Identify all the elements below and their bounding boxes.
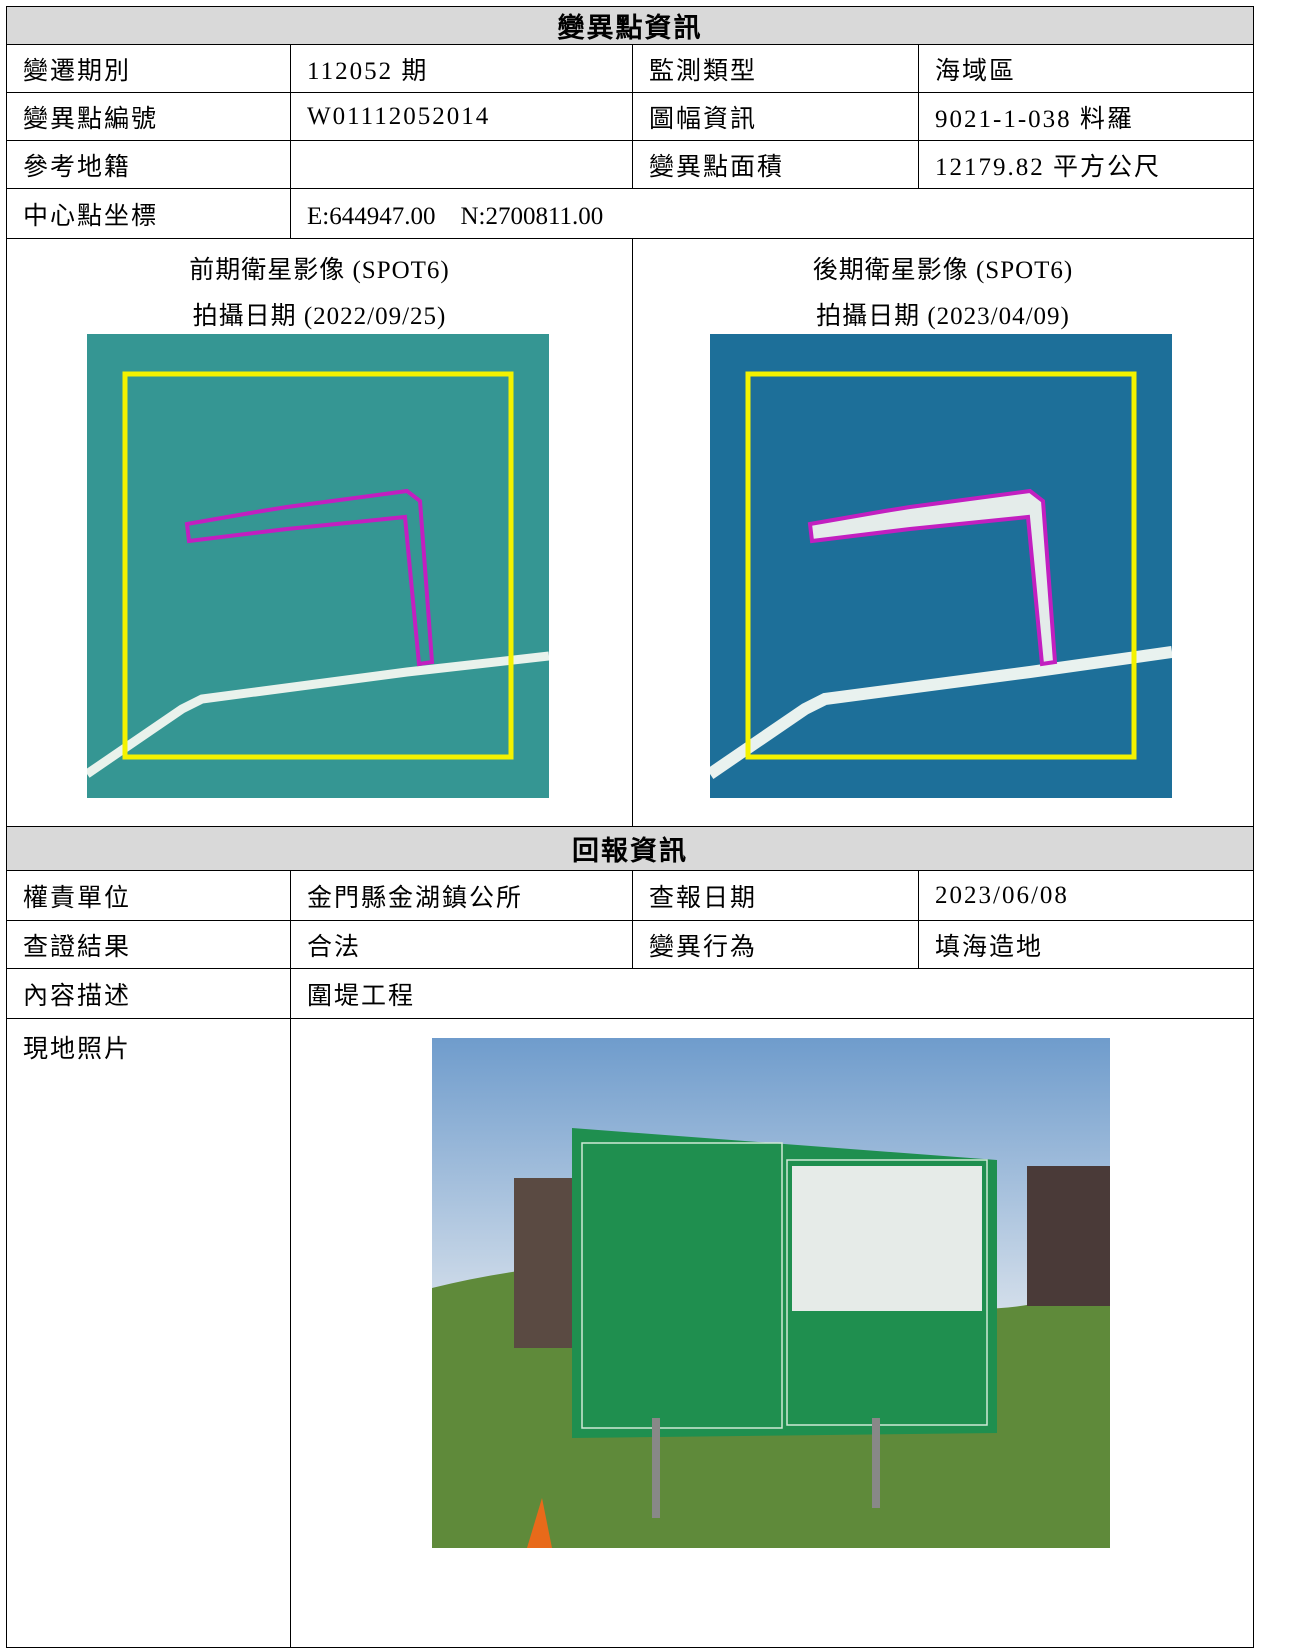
label: 內容描述 (6, 968, 291, 1019)
value (290, 140, 633, 189)
label: 變異行為 (632, 920, 919, 969)
satellite-image-before (87, 334, 549, 798)
value: 12179.82 平方公尺 (918, 140, 1254, 189)
value: 9021-1-038 料羅 (918, 92, 1254, 141)
label: 查證結果 (6, 920, 291, 969)
image-title: 前期衛星影像 (SPOT6) (189, 257, 450, 284)
label: 中心點坐標 (6, 188, 291, 239)
value: 圍堤工程 (290, 968, 1254, 1019)
label: 權責單位 (6, 870, 291, 921)
label: 圖幅資訊 (632, 92, 919, 141)
label: 變遷期別 (6, 44, 291, 93)
label: 現地照片 (6, 1018, 291, 1648)
value: 填海造地 (918, 920, 1254, 969)
image-date: 拍攝日期 (2023/04/09) (816, 303, 1070, 330)
value: W01112052014 (290, 92, 633, 141)
image-date: 拍攝日期 (2022/09/25) (192, 303, 447, 330)
value: E:644947.00 N:2700811.00 (290, 188, 1254, 239)
value: 金門縣金湖鎮公所 (290, 870, 633, 921)
satellite-image-after (710, 334, 1172, 798)
label: 變異點面積 (632, 140, 919, 189)
label: 監測類型 (632, 44, 919, 93)
value: 112052 期 (290, 44, 633, 93)
section-title: 變異點資訊 (6, 6, 1254, 45)
value: 2023/06/08 (918, 870, 1254, 921)
label: 查報日期 (632, 870, 919, 921)
value: 海域區 (918, 44, 1254, 93)
section-title: 回報資訊 (6, 826, 1254, 871)
label: 參考地籍 (6, 140, 291, 189)
label: 變異點編號 (6, 92, 291, 141)
site-photo (432, 1038, 1110, 1548)
value: 合法 (290, 920, 633, 969)
image-title: 後期衛星影像 (SPOT6) (812, 257, 1074, 284)
